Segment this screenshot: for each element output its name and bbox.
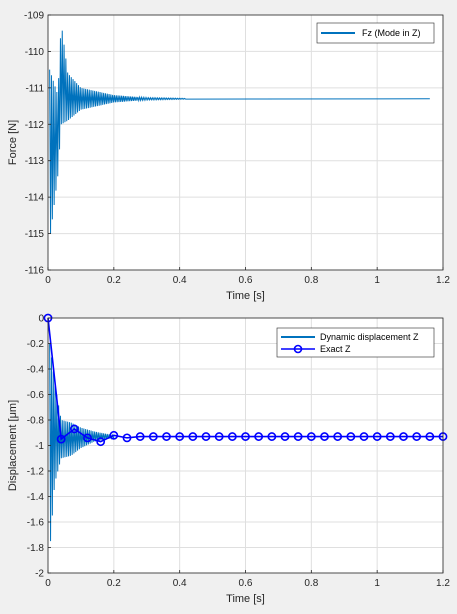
displacement-series-line-1: [47, 317, 443, 443]
displacement-ytick-label: -2: [35, 569, 44, 580]
force-legend-label-fz: Fz (Mode in Z): [362, 28, 421, 38]
displacement-exact-marker: [148, 432, 158, 441]
force-ytick-label: -111: [25, 83, 44, 94]
displacement-ytick-label: -1.4: [27, 492, 45, 503]
displacement-exact-marker: [425, 432, 435, 441]
displacement-exact-marker: [372, 432, 382, 441]
force-xtick-label: 1.2: [436, 275, 450, 286]
displacement-legend-box: [276, 327, 435, 358]
displacement-exact-marker: [227, 432, 237, 441]
force-ytick-label: -112: [25, 120, 45, 131]
displacement-exact-marker: [359, 432, 369, 441]
displacement-legend-label-dynamic: Dynamic displacement Z: [320, 332, 419, 342]
force-ytick-label: -114: [25, 193, 45, 204]
displacement-exact-marker: [254, 432, 264, 441]
displacement-exact-marker: [293, 432, 303, 441]
force-series-line-0: [49, 30, 430, 234]
displacement-exact-marker: [83, 433, 92, 443]
displacement-legend-label-exact: Exact Z: [320, 344, 351, 354]
force-xtick-label: 0.6: [239, 275, 253, 286]
displacement-ytick-label: -1.8: [27, 543, 45, 554]
force-ytick-label: -115: [25, 229, 45, 240]
force-xtick-label: 1: [374, 275, 380, 286]
displacement-exact-marker: [320, 432, 329, 441]
displacement-ytick-label: -1: [35, 441, 44, 452]
displacement-y-axis-label: Displacement [μm]: [7, 400, 19, 491]
displacement-ytick-label: -0.2: [27, 339, 45, 350]
force-axes: 0 0.2 0.4 0.6 0.8 1 1.2 -109 -110 -111 -112 -113 -11…: [7, 11, 450, 303]
displacement-tick-labels: 0 0.2 0.4 0.6 0.8 1 1.2 0 -0.2 -0.4 -0.6 -0.8 -1 -1.2…: [27, 314, 451, 590]
displacement-exact-marker: [346, 432, 356, 441]
displacement-exact-marker: [69, 424, 79, 434]
displacement-legend-marker-exact: [293, 344, 303, 354]
displacement-series-line-0: [49, 343, 115, 542]
displacement-xtick-label: 1.2: [436, 578, 450, 589]
displacement-ytick-label: -1.2: [27, 467, 45, 478]
displacement-xtick-label: 0: [45, 578, 51, 589]
force-y-axis-label: Force [N]: [7, 120, 19, 165]
displacement-exact-marker: [306, 432, 316, 441]
force-ytick-label: -110: [25, 47, 45, 58]
displacement-exact-marker: [267, 432, 277, 441]
displacement-x-axis-label: Time [s]: [226, 593, 265, 605]
displacement-exact-marker: [175, 432, 185, 441]
displacement-exact-marker: [122, 433, 132, 443]
force-xtick-label: 0.8: [304, 275, 318, 286]
displacement-axes: 0 0.2 0.4 0.6 0.8 1 1.2 0 -0.2 -0.4 -0.6 -0.8 -1 -1.2…: [7, 314, 450, 606]
displacement-exact-marker: [280, 432, 290, 441]
displacement-xtick-label: 0.6: [239, 578, 253, 589]
force-ytick-label: -109: [24, 11, 44, 22]
displacement-exact-marker: [96, 437, 106, 447]
displacement-xtick-label: 0.4: [173, 578, 187, 589]
displacement-exact-marker: [135, 432, 145, 441]
displacement-exact-marker: [412, 432, 422, 441]
force-x-axis-label: Time [s]: [226, 290, 265, 302]
displacement-exact-marker: [399, 432, 408, 441]
displacement-ytick-label: -0.4: [27, 365, 45, 376]
displacement-exact-marker: [162, 432, 171, 441]
displacement-ytick-label: 0: [38, 314, 44, 325]
displacement-exact-marker: [385, 432, 395, 441]
force-legend: Fz (Mode in Z): [316, 22, 435, 44]
displacement-xtick-label: 1: [374, 578, 380, 589]
displacement-exact-marker: [109, 430, 119, 440]
force-tick-labels: 0 0.2 0.4 0.6 0.8 1 1.2 -109 -110 -111 -112 -113 -11…: [24, 11, 450, 287]
displacement-exact-marker: [333, 432, 343, 441]
force-ytick-label: -116: [25, 266, 45, 277]
displacement-exact-marker: [188, 432, 198, 441]
force-xtick-label: 0: [45, 275, 51, 286]
displacement-series: [43, 313, 448, 542]
force-xtick-label: 0.4: [173, 275, 187, 286]
displacement-xtick-label: 0.2: [107, 578, 121, 589]
displacement-ytick-label: -1.6: [27, 518, 45, 529]
displacement-exact-marker: [241, 432, 250, 441]
force-series: [49, 30, 430, 234]
force-xtick-label: 0.2: [107, 275, 121, 286]
force-legend-box: [316, 22, 435, 44]
displacement-exact-marker: [214, 432, 224, 441]
displacement-exact-marker: [201, 432, 211, 441]
displacement-ytick-label: -0.8: [27, 416, 45, 427]
force-ytick-label: -113: [25, 156, 45, 167]
displacement-xtick-label: 0.8: [304, 578, 318, 589]
displacement-legend: Dynamic displacement Z Exact Z: [276, 327, 435, 358]
displacement-ytick-label: -0.6: [27, 390, 45, 401]
displacement-exact-marker: [56, 434, 66, 444]
